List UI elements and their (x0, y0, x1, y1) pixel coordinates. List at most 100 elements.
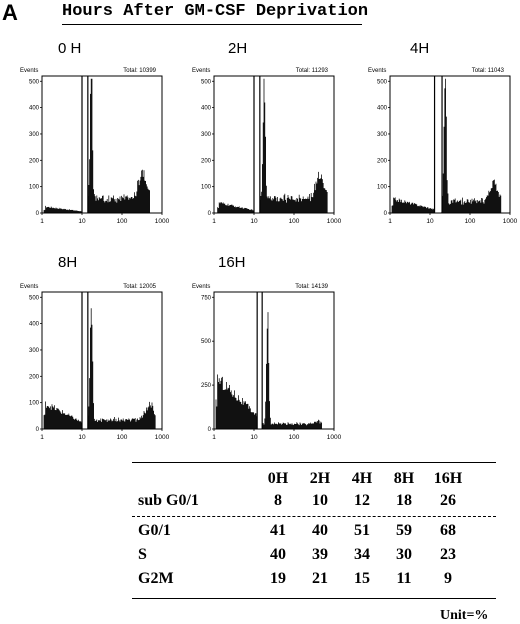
table-cell: 26 (440, 492, 456, 509)
x-tick-label: 1000 (155, 218, 170, 225)
histogram-8h: Events Total: 12005 0 100 200 300 400 500 1 10 100… (20, 284, 170, 441)
x-tick-label: 100 (117, 218, 128, 225)
histogram-16h: Events Total: 14139 0 250 500 750 1 10 100 1000 (192, 284, 342, 441)
y-tick-label: 750 (201, 295, 212, 301)
x-tick-label: 1 (212, 218, 216, 225)
y-tick-label: 200 (377, 158, 388, 164)
x-tick-label: 1000 (327, 434, 342, 441)
histogram-title-0h: 0 H (58, 40, 82, 57)
y-tick-label: 100 (201, 185, 212, 191)
y-tick-label: 400 (29, 322, 40, 328)
table-cell: 18 (396, 492, 412, 509)
plot-frame (41, 75, 163, 214)
row-label: sub G0/1 (138, 492, 199, 509)
plot-frame (389, 75, 511, 214)
y-tick-label: 0 (36, 427, 40, 433)
total-count-label: Total: 14139 (295, 284, 328, 290)
x-tick-label: 100 (117, 434, 128, 441)
y-tick-label: 400 (201, 106, 212, 112)
x-tick-label: 10 (250, 434, 258, 441)
figure-heading: Hours After GM-CSF Deprivation (62, 2, 369, 21)
table-bottom-rule (132, 598, 496, 599)
y-tick-label: 500 (377, 79, 388, 85)
histogram-4h: Events Total: 11043 0 100 200 300 400 500 1 10 100… (368, 68, 518, 225)
x-tick-label: 10 (250, 218, 258, 225)
x-tick-label: 10 (426, 218, 434, 225)
y-tick-label: 100 (29, 401, 40, 407)
table-cell: 21 (312, 570, 328, 587)
y-tick-label: 200 (201, 158, 212, 164)
column-header: 8H (393, 470, 415, 487)
y-tick-label: 300 (377, 132, 388, 138)
y-tick-label: 0 (208, 211, 212, 217)
plot-frame (213, 291, 335, 430)
table-cell: 40 (270, 546, 286, 563)
table-cell: 9 (444, 570, 452, 587)
x-tick-label: 100 (289, 434, 300, 441)
y-axis-label: Events (20, 284, 38, 290)
histogram-area (42, 308, 162, 429)
x-tick-label: 1 (40, 434, 44, 441)
y-tick-label: 200 (29, 374, 40, 380)
x-tick-label: 1000 (503, 218, 518, 225)
table-cell: 40 (312, 522, 328, 539)
unit-note: Unit=% (440, 608, 489, 623)
histogram-2h: Events Total: 11293 0 100 200 300 400 500 1 10 100… (192, 68, 342, 225)
x-tick-label: 10 (78, 434, 86, 441)
y-tick-label: 0 (384, 211, 388, 217)
x-tick-label: 100 (465, 218, 476, 225)
total-count-label: Total: 12005 (123, 284, 156, 290)
table-cell: 51 (354, 522, 370, 539)
panel-label: A (2, 0, 18, 25)
y-tick-label: 400 (29, 106, 40, 112)
table-cell: 30 (396, 546, 412, 563)
column-header: 4H (351, 470, 373, 487)
y-tick-label: 500 (201, 339, 212, 345)
table-dashed-rule (132, 516, 496, 517)
column-header: 0H (267, 470, 289, 487)
table-cell: 68 (440, 522, 456, 539)
y-tick-label: 200 (29, 158, 40, 164)
table-cell: 8 (274, 492, 282, 509)
heading-underline (62, 24, 362, 25)
histogram-title-4h: 4H (410, 40, 430, 57)
table-top-rule (132, 462, 496, 463)
y-tick-label: 500 (29, 295, 40, 301)
table-cell: 41 (270, 522, 286, 539)
y-tick-label: 300 (29, 348, 40, 354)
plot-frame (213, 75, 335, 214)
plot-frame (41, 291, 163, 430)
y-axis-label: Events (192, 68, 210, 74)
y-tick-label: 0 (36, 211, 40, 217)
row-label: S (138, 546, 147, 563)
table-cell: 10 (312, 492, 328, 509)
y-axis-label: Events (192, 284, 210, 290)
total-count-label: Total: 11293 (296, 68, 329, 74)
y-tick-label: 100 (29, 185, 40, 191)
table-cell: 59 (396, 522, 412, 539)
total-count-label: Total: 11043 (472, 68, 505, 74)
table-cell: 34 (354, 546, 370, 563)
y-tick-label: 300 (201, 132, 212, 138)
table-cell: 11 (396, 570, 412, 587)
y-tick-label: 250 (201, 383, 212, 389)
column-header: 16H (433, 470, 463, 487)
histogram-0h: Events Total: 10399 0 100 200 300 400 500 1 10 100… (20, 68, 170, 225)
x-tick-label: 1 (388, 218, 392, 225)
table-cell: 19 (270, 570, 286, 587)
x-tick-label: 1 (212, 434, 216, 441)
histogram-area (214, 78, 334, 214)
y-tick-label: 0 (208, 427, 212, 433)
y-tick-label: 100 (377, 185, 388, 191)
x-tick-label: 10 (78, 218, 86, 225)
y-tick-label: 500 (201, 79, 212, 85)
table-cell: 12 (354, 492, 370, 509)
row-label: G2M (138, 570, 174, 587)
histogram-title-2h: 2H (228, 40, 248, 57)
table-cell: 39 (312, 546, 328, 563)
histogram-title-16h: 16H (218, 254, 246, 271)
histogram-area (390, 78, 510, 214)
table-cell: 23 (440, 546, 456, 563)
histogram-area (214, 312, 334, 429)
row-label: G0/1 (138, 522, 171, 539)
